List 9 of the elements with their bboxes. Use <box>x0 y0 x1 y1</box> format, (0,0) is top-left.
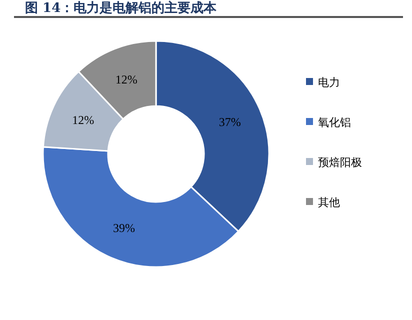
legend-label: 其他 <box>318 196 340 209</box>
legend-label: 预焙阳极 <box>318 156 362 169</box>
data-label: 39% <box>113 221 136 236</box>
chart-title: 图 14：电力是电解铝的主要成本 <box>25 0 218 16</box>
data-label: 12% <box>72 112 94 127</box>
data-label: 12% <box>115 72 138 86</box>
legend-label: 电力 <box>318 76 340 89</box>
legend-label: 氧化铝 <box>318 116 351 129</box>
data-label: 37% <box>218 115 241 130</box>
